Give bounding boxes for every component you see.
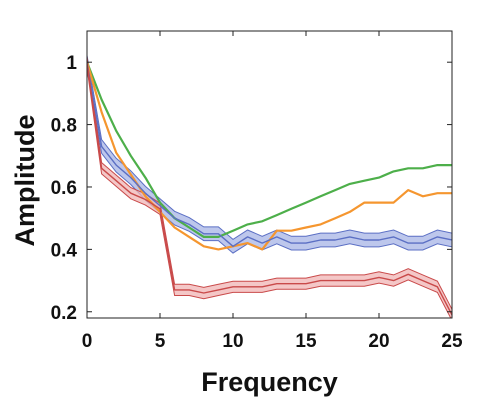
y-axis-ticks: 0.2 0.4 0.6 0.8 1 bbox=[51, 53, 452, 324]
plot-area-frame bbox=[86, 30, 453, 319]
x-tick-label: 5 bbox=[155, 331, 166, 352]
series-4-line bbox=[87, 62, 452, 316]
x-axis-ticks: 0 5 10 15 20 25 bbox=[82, 31, 463, 352]
series-3-line bbox=[87, 62, 452, 248]
x-tick-label: 25 bbox=[441, 331, 463, 352]
x-tick-label: 15 bbox=[295, 331, 317, 352]
series-lines bbox=[87, 61, 452, 316]
confidence-bands bbox=[87, 55, 452, 318]
x-tick-label: 0 bbox=[82, 331, 93, 352]
y-axis-title: Amplitude bbox=[10, 115, 40, 247]
x-tick-label: 10 bbox=[222, 331, 243, 352]
series-2-line bbox=[87, 61, 452, 251]
y-tick-label: 1 bbox=[66, 53, 77, 74]
series-1-line bbox=[87, 61, 452, 238]
y-tick-label: 0.4 bbox=[51, 240, 78, 261]
y-tick-label: 0.6 bbox=[51, 178, 77, 199]
y-tick-label: 0.8 bbox=[51, 116, 77, 137]
x-axis-title: Frequency bbox=[201, 367, 338, 397]
y-tick-label: 0.2 bbox=[51, 303, 77, 324]
series-4-band bbox=[87, 56, 452, 318]
x-tick-label: 20 bbox=[368, 331, 389, 352]
series-3-band bbox=[87, 55, 452, 254]
